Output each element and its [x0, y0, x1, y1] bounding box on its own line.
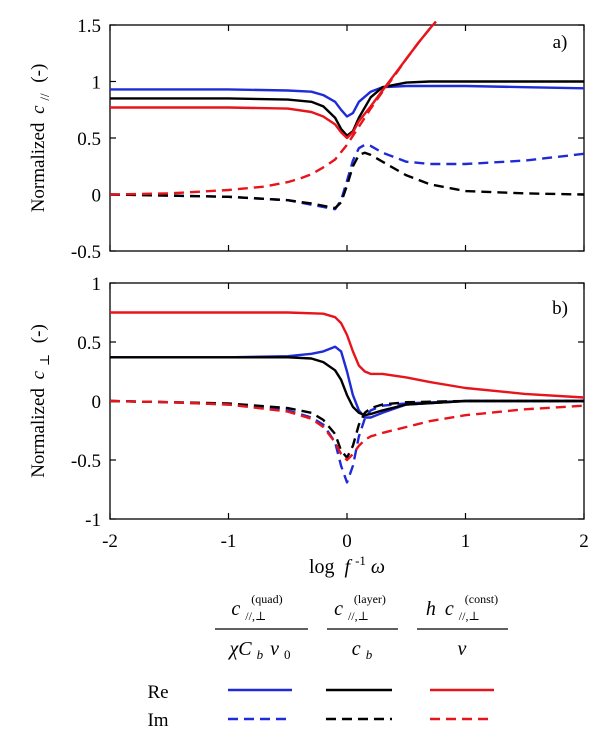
y-axis-label-a: Normalized c // (-)	[28, 64, 54, 213]
legend-header-quad: c //,⊥ (quad) χC b v 0	[215, 592, 308, 664]
legend-den-mid-quad: v	[270, 638, 279, 660]
y-tick-label-b-3: 0.5	[77, 333, 101, 354]
x-tick-label-2: 0	[342, 531, 352, 552]
y-tick-label-b-4: 1	[92, 274, 102, 295]
series-b-const-im	[109, 399, 585, 462]
y-label-symbol-a: c	[28, 105, 49, 114]
series-a-const-re	[110, 20, 437, 140]
legend-row-label-re: Re	[147, 682, 168, 703]
series-b-layer-re	[110, 356, 584, 417]
series-b-layer-im	[109, 399, 584, 459]
legend-num-symbol-const: c	[445, 598, 454, 620]
legend-num-sub-layer: //,⊥	[348, 609, 369, 623]
x-tick-label-1: -1	[221, 531, 237, 552]
legend-num-prefix-const: h	[426, 598, 436, 620]
series-a-quad-im	[109, 143, 585, 211]
series-a-layer-re	[110, 80, 584, 137]
series-b-const-re	[110, 311, 585, 399]
legend-swatches	[228, 688, 494, 721]
y-label-prefix-b: Normalized	[28, 388, 49, 478]
legend-den-sub-b-quad: b	[257, 647, 264, 662]
chart-panel-b: -2 -1 0 1 2-1-0.500.51 b) Normalized c ⊥ (-)…	[28, 274, 589, 578]
x-label-tail: ω	[371, 556, 385, 578]
y-tick-label-a-1: 0	[92, 186, 102, 207]
axis-ticks-a: -0.5 0 0.5 1 1.5	[71, 16, 585, 263]
x-label-symbol: f	[345, 556, 353, 578]
x-label-superscript: -1	[355, 553, 366, 568]
panel-label-b: b)	[552, 298, 568, 319]
legend: c //,⊥ (quad) χC b v 0 c //,⊥ (layer) c …	[147, 592, 508, 731]
legend-numerator-const: h c //,⊥ (const)	[426, 592, 498, 625]
y-label-prefix-a: Normalized	[28, 122, 49, 212]
legend-denominator-quad: χC b v 0	[227, 638, 290, 664]
x-tick-label-3: 1	[461, 531, 471, 552]
series-a-quad-re	[110, 84, 585, 118]
y-label-subscript-a: //	[37, 93, 52, 101]
y-tick-label-a-4: 1.5	[77, 16, 101, 37]
y-tick-label-b-2: 0	[92, 392, 102, 413]
legend-denominator-layer: c b	[352, 638, 373, 662]
x-label-prefix: log	[309, 556, 335, 578]
legend-numerator-layer: c //,⊥ (layer)	[334, 592, 386, 625]
series-a-const-im	[109, 20, 437, 196]
y-label-subscript-b: ⊥	[37, 354, 52, 366]
legend-header-layer: c //,⊥ (layer) c b	[327, 592, 398, 662]
series-b-quad-im	[109, 399, 584, 484]
legend-den-sub-0-quad: 0	[284, 647, 291, 662]
y-label-symbol-b: c	[28, 370, 49, 379]
legend-num-symbol-layer: c	[334, 598, 343, 620]
legend-row-label-im: Im	[147, 710, 168, 731]
legend-num-sup-quad: (quad)	[251, 592, 282, 606]
x-axis-label: log f -1 ω	[309, 548, 385, 578]
legend-den-main-layer: c	[352, 638, 361, 660]
legend-num-sub-const: //,⊥	[459, 609, 480, 623]
panel-label-a: a)	[553, 32, 568, 53]
axis-ticks-b: -2 -1 0 1 2-1-0.500.51	[71, 274, 589, 552]
legend-num-sup-const: (const)	[465, 592, 498, 606]
legend-denominator-const: ν	[458, 638, 467, 660]
y-tick-label-a-0: -0.5	[71, 242, 101, 263]
x-tick-label-4: 2	[579, 531, 589, 552]
legend-den-main-quad: χC	[227, 638, 252, 660]
y-axis-label-b: Normalized c ⊥ (-)	[28, 324, 54, 478]
legend-den-sub-b-layer: b	[366, 647, 373, 662]
chart-panel-a: -0.5 0 0.5 1 1.5 a) Normalized c // (-)	[28, 16, 585, 263]
y-tick-label-b-0: -1	[85, 510, 101, 531]
y-tick-label-b-1: -0.5	[71, 451, 101, 472]
legend-num-sub-quad: //,⊥	[245, 609, 266, 623]
legend-num-sup-layer: (layer)	[354, 592, 386, 606]
series-group-a	[109, 20, 585, 211]
legend-num-symbol-quad: c	[231, 598, 240, 620]
y-label-suffix-b: (-)	[28, 324, 49, 343]
y-tick-label-a-2: 0.5	[77, 129, 101, 150]
y-label-suffix-a: (-)	[28, 64, 49, 83]
legend-numerator-quad: c //,⊥ (quad)	[231, 592, 282, 625]
x-tick-label-0: -2	[102, 531, 118, 552]
y-tick-label-a-3: 1	[92, 73, 102, 94]
legend-header-const: h c //,⊥ (const) ν	[417, 592, 508, 660]
series-group-b	[109, 311, 585, 484]
series-a-layer-im	[109, 151, 585, 210]
